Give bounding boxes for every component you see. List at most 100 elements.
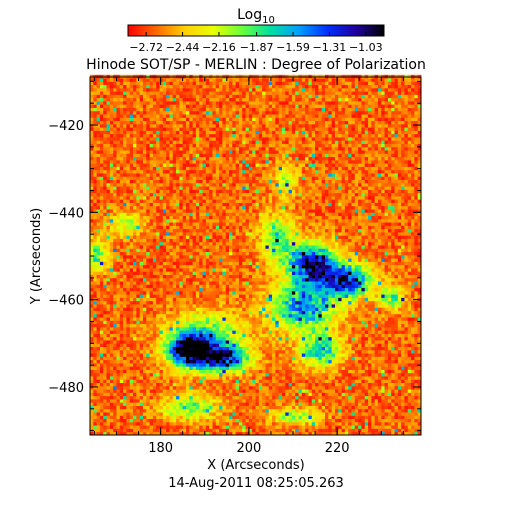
heatmap-cell	[222, 146, 227, 151]
heatmap-cell	[93, 159, 98, 164]
heatmap-cell	[159, 209, 164, 213]
heatmap-cell	[202, 346, 207, 351]
heatmap-cell	[103, 313, 107, 318]
heatmap-cell	[96, 81, 101, 86]
heatmap-cell	[99, 166, 104, 171]
heatmap-cell	[209, 287, 213, 292]
heatmap-cell	[152, 349, 157, 354]
heatmap-cell	[215, 215, 220, 220]
heatmap-cell	[189, 150, 194, 154]
heatmap-cell	[185, 192, 190, 197]
heatmap-cell	[202, 189, 207, 194]
heatmap-cell	[123, 317, 127, 321]
heatmap-cell	[142, 421, 147, 426]
heatmap-cell	[99, 117, 104, 122]
heatmap-cell	[219, 290, 223, 295]
heatmap-cell	[93, 166, 98, 171]
heatmap-cell	[106, 405, 111, 410]
heatmap-cell	[149, 195, 154, 200]
heatmap-cell	[172, 248, 177, 253]
heatmap-cell	[139, 389, 144, 393]
heatmap-cell	[176, 402, 180, 406]
heatmap-cell	[159, 166, 164, 171]
heatmap-cell	[133, 261, 137, 266]
heatmap-cell	[103, 304, 107, 308]
heatmap-cell	[195, 421, 200, 426]
heatmap-cell	[182, 294, 187, 298]
heatmap-cell	[199, 156, 203, 161]
heatmap-cell	[189, 176, 194, 180]
heatmap-cell	[96, 369, 101, 374]
heatmap-cell	[185, 215, 190, 220]
heatmap-cell	[185, 274, 190, 279]
heatmap-cell	[136, 294, 141, 298]
heatmap-cell	[96, 212, 101, 217]
heatmap-cell	[152, 166, 157, 171]
heatmap-cell	[96, 431, 101, 436]
heatmap-cell	[99, 169, 104, 174]
heatmap-cell	[162, 323, 167, 328]
heatmap-cell	[232, 428, 237, 433]
heatmap-cell	[159, 264, 164, 269]
heatmap-cell	[182, 271, 187, 275]
heatmap-cell	[176, 353, 180, 357]
heatmap-cell	[103, 261, 107, 266]
heatmap-cell	[229, 114, 233, 118]
heatmap-cell	[209, 78, 213, 82]
heatmap-cell	[232, 78, 237, 82]
heatmap-cell	[192, 284, 197, 289]
heatmap-cell	[142, 304, 147, 308]
heatmap-cell	[209, 323, 213, 328]
heatmap-cell	[126, 392, 131, 397]
heatmap-cell	[152, 130, 157, 135]
heatmap-cell	[205, 346, 210, 351]
heatmap-cell	[126, 169, 131, 174]
heatmap-cell	[93, 330, 98, 334]
heatmap-cell	[103, 107, 107, 112]
heatmap-cell	[229, 87, 233, 92]
heatmap-cell	[149, 140, 154, 144]
heatmap-cell	[205, 143, 210, 148]
heatmap-cell	[103, 130, 107, 135]
heatmap-cell	[116, 94, 121, 99]
heatmap-cell	[176, 231, 180, 236]
heatmap-cell	[103, 212, 107, 217]
heatmap-cell	[192, 107, 197, 112]
heatmap-cell	[116, 104, 121, 108]
heatmap-cell	[229, 238, 233, 243]
heatmap-cell	[133, 182, 137, 187]
heatmap-cell	[103, 225, 107, 230]
heatmap-cell	[90, 153, 94, 158]
heatmap-cell	[109, 169, 114, 174]
heatmap-cell	[219, 304, 223, 308]
heatmap-cell	[146, 300, 150, 305]
heatmap-cell	[166, 94, 170, 99]
heatmap-cell	[199, 405, 203, 410]
heatmap-cell	[176, 290, 180, 295]
heatmap-cell	[179, 101, 184, 105]
heatmap-cell	[189, 405, 194, 410]
heatmap-cell	[149, 392, 154, 397]
heatmap-cell	[172, 281, 177, 285]
heatmap-cell	[225, 120, 230, 125]
heatmap-cell	[162, 143, 167, 148]
heatmap-cell	[96, 349, 101, 354]
heatmap-cell	[179, 268, 184, 272]
heatmap-cell	[129, 428, 134, 433]
heatmap-cell	[133, 431, 137, 436]
heatmap-cell	[205, 385, 210, 390]
heatmap-cell	[113, 169, 117, 174]
heatmap-cell	[222, 87, 227, 92]
heatmap-cell	[103, 362, 107, 367]
heatmap-cell	[146, 268, 150, 272]
heatmap-cell	[179, 179, 184, 184]
heatmap-cell	[139, 415, 144, 420]
colorbar-tick-label: −1.03	[349, 41, 383, 54]
heatmap-cell	[229, 346, 233, 351]
heatmap-cell	[219, 412, 223, 416]
heatmap-cell	[109, 300, 114, 305]
heatmap-cell	[142, 104, 147, 108]
heatmap-cell	[96, 209, 101, 213]
heatmap-cell	[219, 205, 223, 210]
heatmap-cell	[113, 110, 117, 115]
